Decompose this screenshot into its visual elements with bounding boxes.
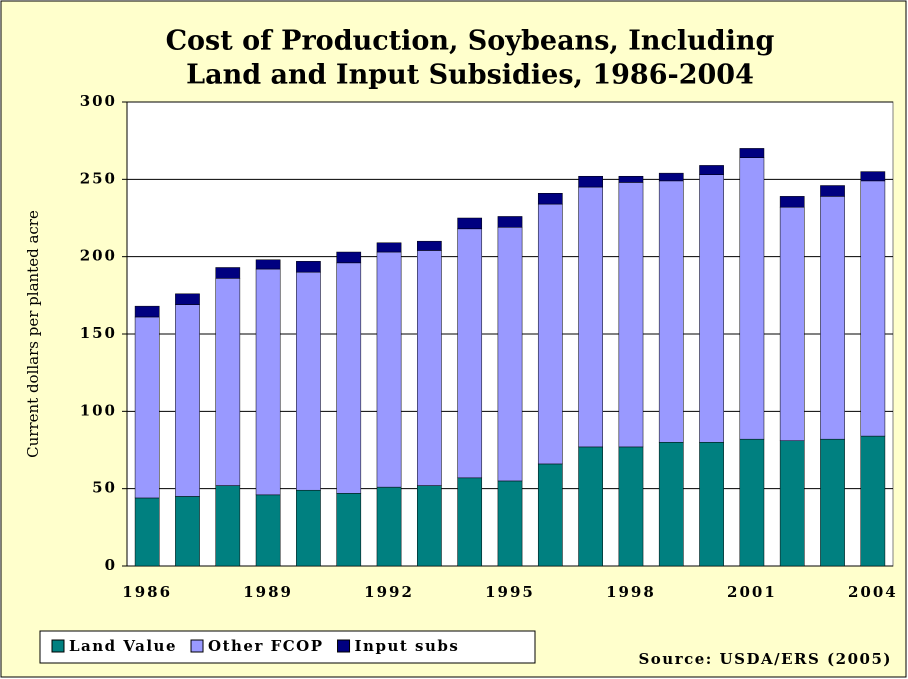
bar-segment (255, 259, 281, 270)
bar-segment (699, 174, 724, 443)
bar-segment (457, 217, 483, 230)
bar-segment (417, 250, 442, 486)
bar-segment (537, 193, 563, 205)
x-tick-label: 1986 (122, 583, 172, 601)
legend-swatch (337, 639, 351, 653)
chart-title: Cost of Production, Soybeans, Including (166, 26, 775, 57)
bar-segment (537, 203, 563, 465)
bar-segment (537, 463, 563, 567)
bar-segment (739, 438, 765, 567)
bar-segment (779, 196, 805, 208)
bar-segment (457, 477, 483, 567)
bar-segment (215, 267, 241, 279)
chart-title: Land and Input Subsidies, 1986-2004 (186, 60, 754, 91)
bar-segment (860, 435, 886, 567)
bar-segment (497, 227, 523, 482)
bar-segment (578, 186, 603, 448)
bar-segment (336, 262, 362, 494)
y-tick-label: 300 (80, 92, 117, 110)
y-tick-label: 200 (80, 247, 117, 265)
legend-label: Input subs (355, 637, 460, 655)
bar-segment (497, 480, 523, 567)
bar-segment (779, 206, 805, 441)
legend-label: Land Value (69, 637, 177, 655)
legend-label: Other FCOP (208, 637, 324, 655)
x-tick-label: 1992 (364, 583, 414, 601)
bar-segment (255, 494, 281, 567)
bar-segment (175, 293, 200, 305)
x-tick-label: 2004 (848, 583, 898, 601)
bar-segment (658, 180, 684, 443)
bar-segment (134, 305, 160, 318)
bar-segment (658, 442, 684, 567)
bar-segment (739, 157, 765, 440)
y-tick-label: 250 (80, 169, 117, 187)
y-tick-label: 0 (105, 556, 117, 574)
bar-segment (175, 304, 200, 497)
bar-segment (255, 268, 281, 496)
y-tick-label: 100 (80, 401, 117, 419)
bar-segment (860, 171, 886, 182)
bar-segment (376, 486, 402, 567)
bar-segment (699, 165, 724, 175)
y-tick-label: 50 (92, 479, 117, 497)
bar-segment (215, 485, 241, 567)
bar-segment (779, 440, 805, 567)
source: Source: USDA/ERS (2005) (638, 650, 892, 668)
bar-segment (618, 446, 644, 567)
bar-segment (497, 216, 523, 228)
bar-segment (618, 182, 644, 448)
bar-segment (820, 438, 845, 567)
bar-segment (699, 442, 724, 567)
x-tick-label: 1998 (606, 583, 656, 601)
bar-segment (820, 196, 845, 440)
x-tick-label: 1995 (485, 583, 535, 601)
bar-segment (860, 180, 886, 437)
bar-segment (578, 446, 603, 567)
bar-segment (457, 228, 483, 479)
bar-segment (336, 493, 362, 567)
bar-segment (296, 271, 321, 491)
bar-segment (658, 172, 684, 182)
bar-segment (618, 175, 644, 183)
x-tick-label: 2001 (727, 583, 777, 601)
bar-segment (296, 261, 321, 273)
bar-segment (336, 251, 362, 264)
bar-segment (134, 316, 160, 499)
bar-segment (134, 497, 160, 567)
bar-segment (578, 175, 603, 188)
bar-segment (376, 251, 402, 488)
legend-swatch (190, 639, 204, 653)
y-tick-label: 150 (80, 324, 117, 342)
legend (39, 630, 536, 664)
bar-segment (820, 185, 845, 197)
legend-swatch (51, 639, 65, 653)
bar-segment (417, 240, 442, 251)
bar-segment (376, 242, 402, 253)
y-axis-label: Current dollars per planted acre (24, 210, 42, 458)
bar-segment (417, 485, 442, 567)
bar-segment (175, 496, 200, 567)
bar-segment (296, 489, 321, 567)
bar-segment (739, 148, 765, 158)
x-tick-label: 1989 (243, 583, 293, 601)
bar-segment (215, 278, 241, 486)
